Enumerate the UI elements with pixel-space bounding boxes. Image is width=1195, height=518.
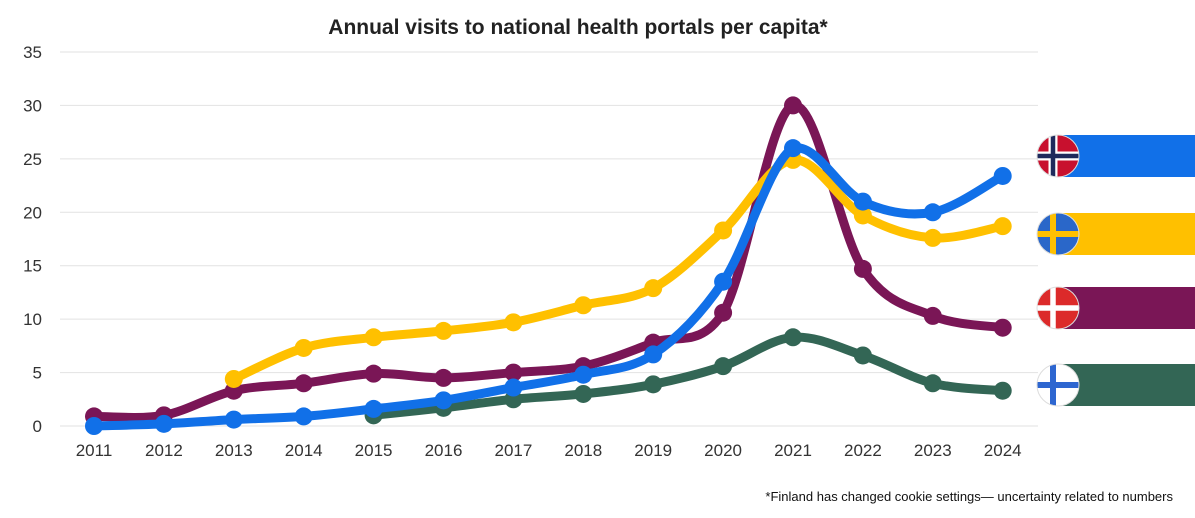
denmark-flag-icon [1037, 287, 1079, 329]
flag-outline [1036, 212, 1080, 256]
norway-point[interactable] [644, 345, 663, 364]
x-tick-label: 2023 [914, 441, 952, 460]
finland-line [369, 332, 1008, 420]
flag-outline [1036, 286, 1080, 330]
norway-point[interactable] [784, 139, 802, 158]
norway-point[interactable] [504, 378, 523, 397]
finland-point[interactable] [784, 328, 802, 347]
x-tick-label: 2015 [355, 441, 393, 460]
norway-point[interactable] [434, 391, 453, 410]
series-layer [85, 96, 1012, 435]
norway-point[interactable] [154, 414, 173, 433]
legend [1036, 134, 1195, 407]
norway-point[interactable] [364, 399, 383, 418]
y-tick-label: 25 [23, 150, 42, 169]
norway-point[interactable] [853, 192, 872, 211]
legend-bar-norway [1058, 135, 1195, 177]
finland-point[interactable] [923, 374, 942, 393]
x-tick-label: 2020 [704, 441, 742, 460]
sweden-point[interactable] [644, 279, 663, 298]
sweden-point[interactable] [224, 369, 243, 388]
series-denmark [85, 96, 1012, 426]
denmark-point[interactable] [784, 96, 802, 115]
norway-flag-icon [1037, 135, 1079, 177]
denmark-point[interactable] [923, 306, 942, 325]
x-tick-label: 2014 [285, 441, 323, 460]
series-sweden [224, 150, 1012, 388]
norway-point[interactable] [923, 203, 942, 222]
sweden-point[interactable] [574, 296, 593, 315]
sweden-point[interactable] [364, 328, 383, 347]
y-axis: 0 5 10 15 20 25 30 35 [23, 43, 42, 436]
legend-item-norway[interactable] [1036, 134, 1195, 178]
series-norway [85, 139, 1012, 435]
y-tick-label: 30 [23, 96, 42, 115]
x-tick-label: 2013 [215, 441, 253, 460]
norway-point[interactable] [224, 410, 243, 429]
y-tick-label: 15 [23, 257, 42, 276]
sweden-line [229, 155, 1008, 384]
denmark-point[interactable] [434, 368, 453, 387]
flag-outline [1036, 134, 1080, 178]
sweden-point[interactable] [923, 228, 942, 247]
sweden-point[interactable] [714, 221, 733, 240]
x-tick-label: 2016 [425, 441, 463, 460]
y-tick-label: 0 [33, 417, 42, 436]
sweden-flag-icon [1037, 213, 1079, 255]
legend-bar-sweden [1058, 213, 1195, 255]
norway-point[interactable] [85, 417, 103, 435]
chart-title: Annual visits to national health portals… [328, 16, 828, 39]
sweden-point[interactable] [853, 206, 872, 225]
x-tick-label: 2017 [494, 441, 532, 460]
denmark-point[interactable] [504, 363, 523, 382]
gridlines [60, 51, 1038, 427]
footnote: *Finland has changed cookie settings— un… [765, 489, 1173, 504]
sweden-point[interactable] [434, 321, 453, 340]
x-tick-label: 2022 [844, 441, 882, 460]
y-tick-label: 5 [33, 364, 42, 383]
denmark-point[interactable] [853, 259, 872, 278]
flag-outline [1036, 363, 1080, 407]
y-tick-label: 10 [23, 310, 42, 329]
y-tick-label: 35 [23, 43, 42, 62]
norway-point[interactable] [574, 365, 593, 384]
finland-flag-icon [1037, 364, 1079, 406]
finland-point[interactable] [993, 381, 1012, 400]
denmark-point[interactable] [714, 303, 733, 322]
y-tick-label: 20 [23, 203, 42, 222]
finland-point[interactable] [714, 357, 733, 376]
norway-point[interactable] [993, 166, 1012, 185]
finland-point[interactable] [853, 346, 872, 365]
x-tick-label: 2024 [984, 441, 1022, 460]
sweden-point[interactable] [993, 217, 1012, 236]
x-tick-label: 2011 [76, 441, 113, 460]
x-tick-label: 2012 [145, 441, 183, 460]
legend-bar-finland [1058, 364, 1195, 406]
legend-item-finland[interactable] [1036, 363, 1195, 407]
norway-point[interactable] [714, 272, 733, 291]
finland-point[interactable] [644, 375, 663, 394]
x-axis: 2011 2012 2013 2014 2015 2016 2017 2018 2019 2020… [76, 441, 1022, 460]
x-tick-label: 2021 [774, 441, 812, 460]
norway-point[interactable] [294, 407, 313, 426]
sweden-point[interactable] [504, 313, 523, 332]
legend-item-denmark[interactable] [1036, 286, 1195, 330]
legend-item-sweden[interactable] [1036, 212, 1195, 256]
denmark-point[interactable] [364, 364, 383, 383]
denmark-point[interactable] [993, 318, 1012, 337]
finland-point[interactable] [574, 384, 593, 403]
legend-bar-denmark [1058, 287, 1195, 329]
sweden-point[interactable] [294, 338, 313, 357]
x-tick-label: 2018 [564, 441, 602, 460]
x-tick-label: 2019 [634, 441, 672, 460]
denmark-point[interactable] [294, 374, 313, 393]
